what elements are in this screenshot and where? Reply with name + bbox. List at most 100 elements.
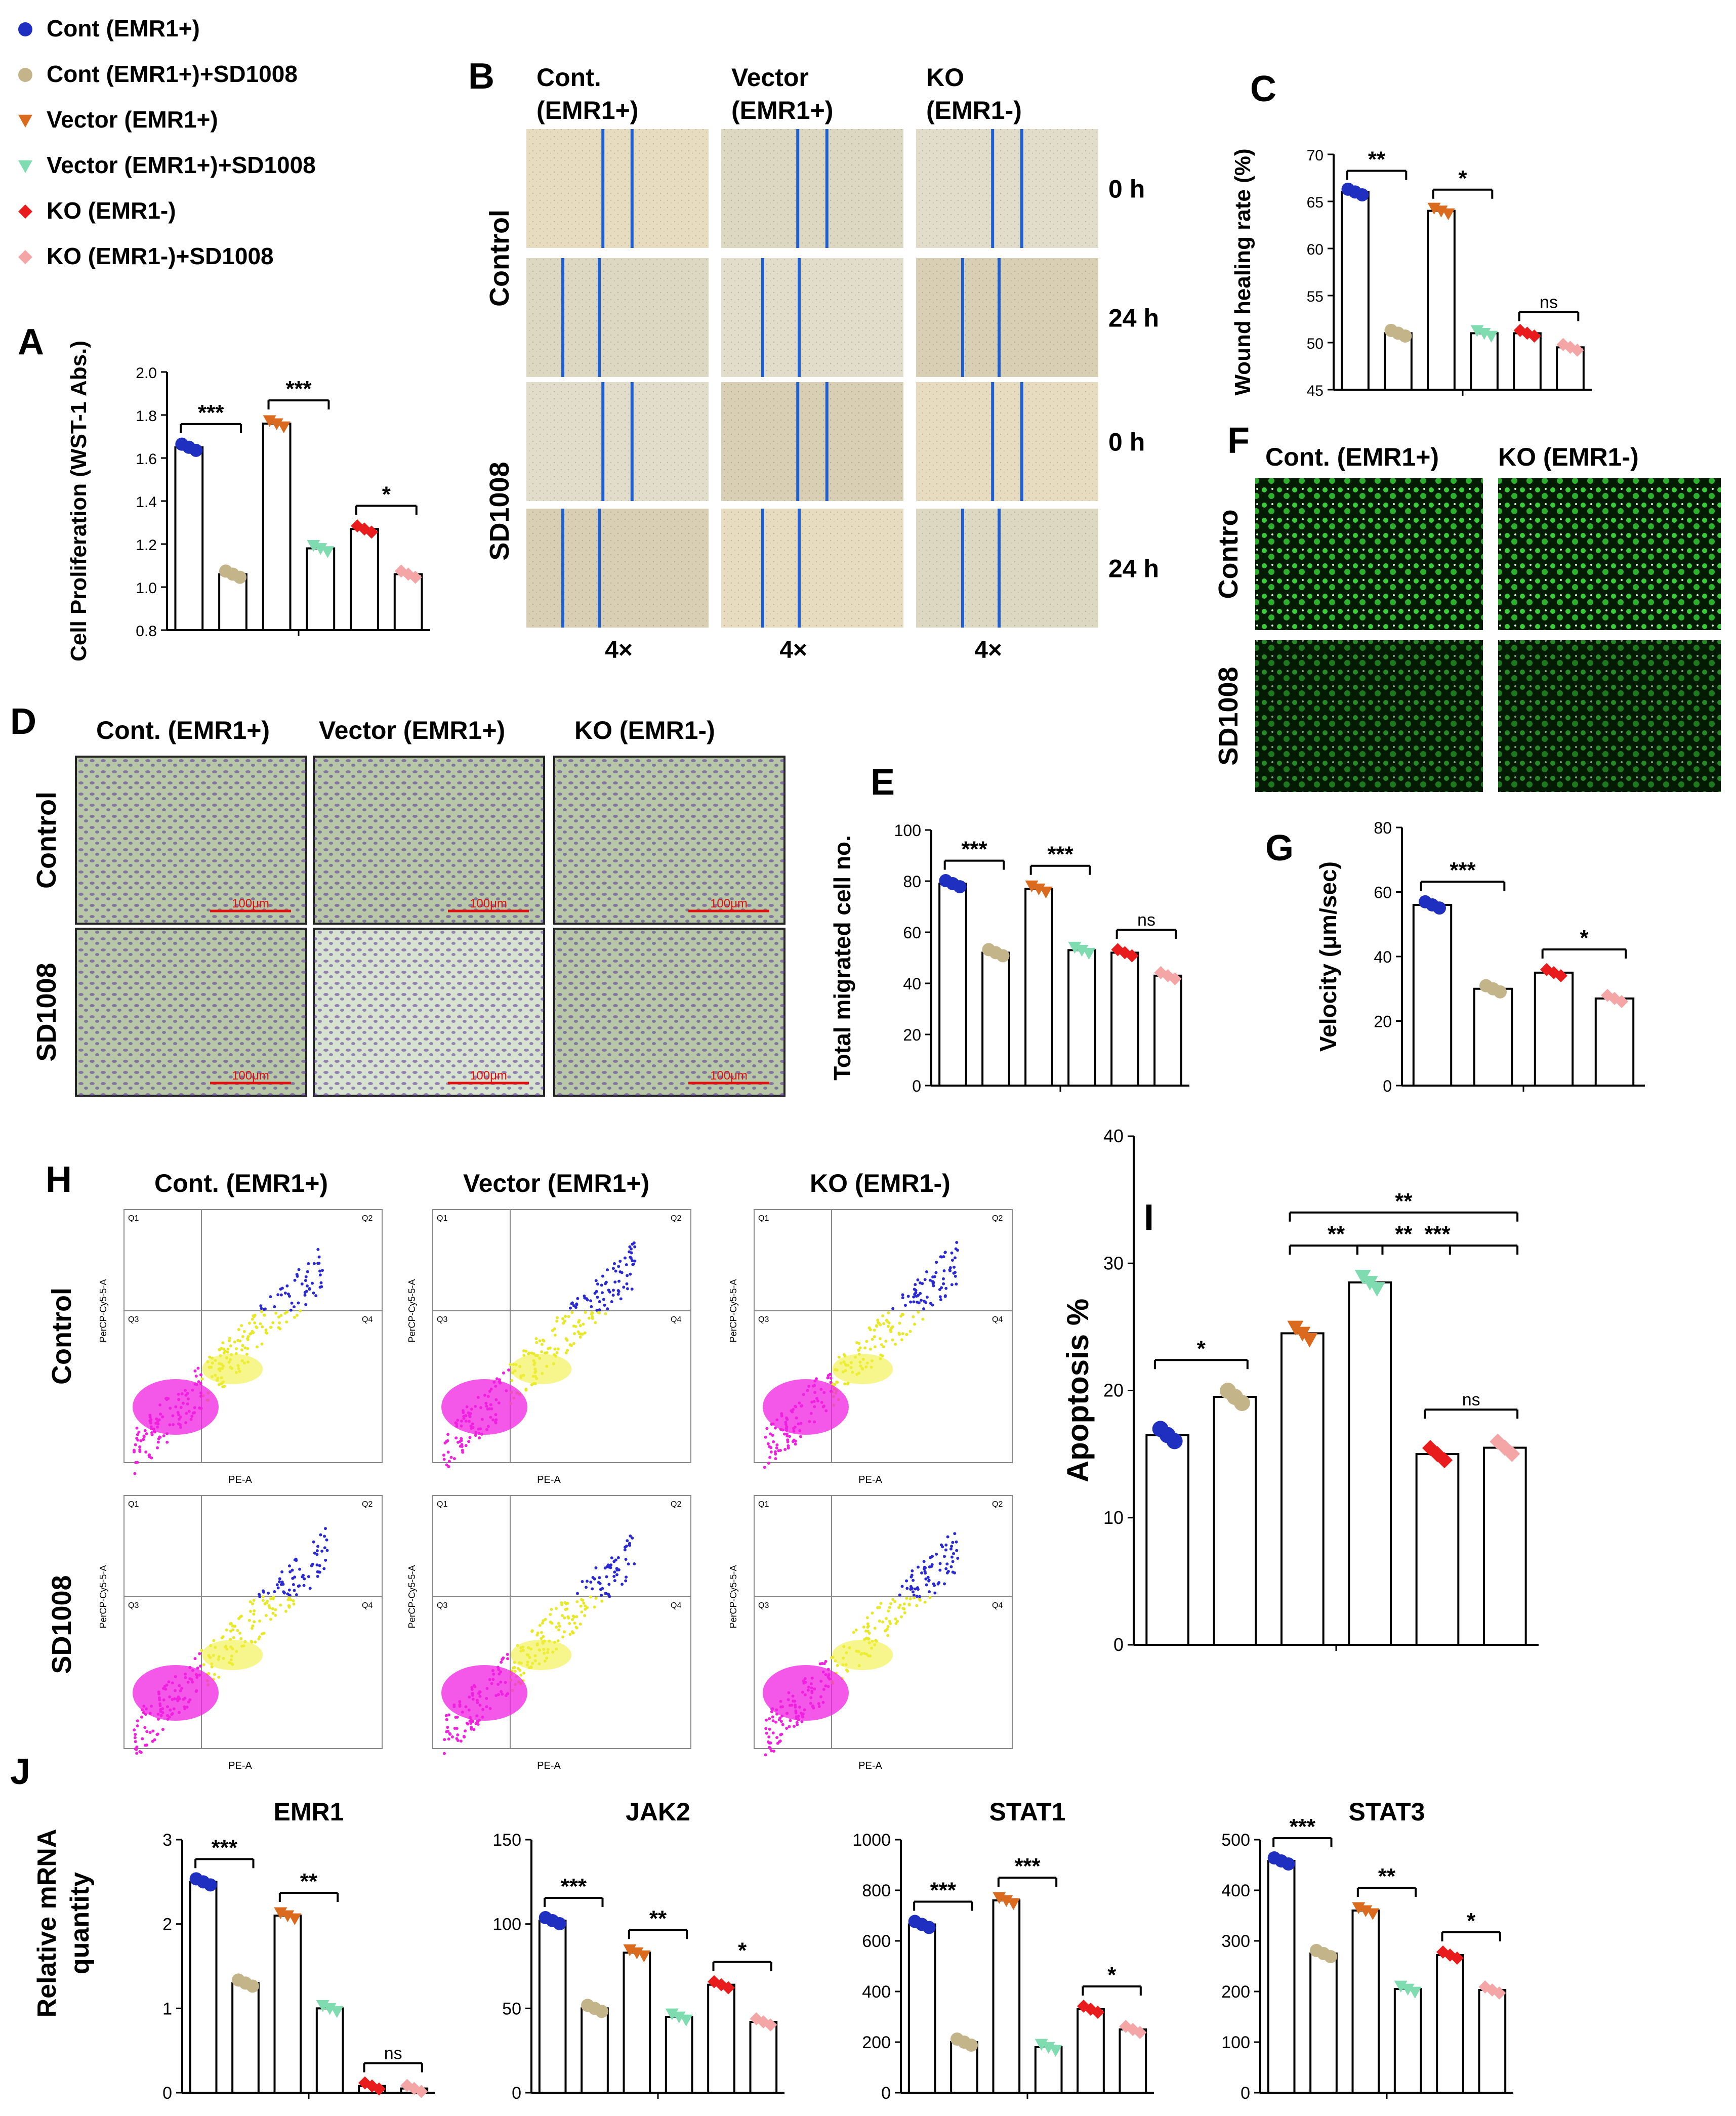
quadrant-label: Q2 — [671, 1214, 681, 1223]
event-dot — [240, 1324, 243, 1327]
event-dot — [247, 1321, 251, 1325]
event-dot — [619, 1297, 623, 1301]
event-dot — [867, 1326, 871, 1330]
event-dot — [468, 1719, 472, 1723]
significance-label: * — [1107, 1963, 1117, 1987]
wound-texture — [526, 382, 709, 501]
y-tick-label: 0 — [1113, 1634, 1124, 1655]
event-dot — [931, 1303, 934, 1307]
bar — [1470, 332, 1499, 391]
event-dot — [607, 1289, 610, 1292]
event-dot — [555, 1626, 558, 1629]
event-dot — [471, 1720, 475, 1723]
event-dot — [302, 1584, 306, 1587]
legend: Cont (EMR1+) Cont (EMR1+)+SD1008 Vector (E… — [18, 15, 316, 269]
event-dot — [944, 1287, 948, 1290]
event-dot — [557, 1622, 560, 1625]
event-dot — [600, 1594, 603, 1597]
bar — [1280, 1332, 1325, 1646]
event-dot — [241, 1335, 244, 1339]
event-dot — [937, 1581, 941, 1584]
live-population — [763, 1665, 849, 1721]
y-axis-label: PerCP-Cy5-5-A — [728, 1279, 738, 1342]
event-dot — [252, 1599, 256, 1602]
y-tick-label: 600 — [862, 1932, 891, 1951]
event-dot — [470, 1727, 473, 1731]
event-dot — [133, 1448, 136, 1452]
event-dot — [948, 1269, 952, 1272]
event-dot — [568, 1343, 572, 1347]
event-dot — [447, 1713, 450, 1717]
event-dot — [591, 1587, 594, 1591]
legend-marker — [18, 160, 32, 173]
event-dot — [459, 1440, 462, 1443]
event-dot — [295, 1593, 298, 1597]
data-point — [953, 880, 967, 894]
event-dot — [151, 1729, 155, 1733]
event-dot — [878, 1337, 882, 1341]
event-dot — [879, 1602, 883, 1605]
data-point — [321, 546, 335, 558]
event-dot — [768, 1456, 772, 1459]
event-dot — [249, 1609, 252, 1613]
quadrant-label: Q3 — [758, 1315, 769, 1324]
event-dot — [946, 1535, 949, 1539]
event-dot — [771, 1731, 775, 1735]
event-dot — [611, 1294, 615, 1297]
event-dot — [932, 1284, 935, 1288]
event-dot — [530, 1629, 534, 1633]
event-dot — [538, 1624, 542, 1627]
chart-title: EMR1 — [274, 1798, 344, 1826]
wound-texture — [916, 509, 1098, 628]
event-dot — [912, 1295, 916, 1299]
event-dot — [153, 1738, 156, 1741]
event-dot — [630, 1251, 633, 1255]
event-dot — [137, 1430, 141, 1434]
event-dot — [786, 1440, 790, 1443]
event-dot — [231, 1628, 235, 1632]
event-dot — [535, 1633, 539, 1637]
event-dot — [278, 1580, 281, 1584]
event-dot — [950, 1251, 954, 1255]
event-dot — [618, 1260, 622, 1263]
event-dot — [818, 1662, 822, 1666]
event-dot — [886, 1625, 890, 1628]
event-dot — [243, 1346, 247, 1350]
event-dot — [594, 1321, 597, 1324]
event-dot — [560, 1601, 563, 1604]
event-dot — [291, 1576, 295, 1580]
event-dot — [949, 1565, 953, 1568]
wound-texture — [721, 258, 903, 377]
wound-texture — [721, 509, 903, 628]
event-dot — [307, 1262, 310, 1265]
event-dot — [921, 1317, 925, 1321]
event-dot — [575, 1600, 579, 1603]
y-tick-label: 45 — [1307, 383, 1324, 399]
live-population — [133, 1665, 219, 1721]
event-dot — [198, 1652, 201, 1655]
event-dot — [217, 1676, 221, 1679]
wound-texture — [916, 382, 1098, 501]
event-dot — [878, 1620, 881, 1623]
panel-letter-D: D — [10, 701, 36, 742]
event-dot — [226, 1347, 230, 1351]
significance-label: *** — [1290, 1814, 1316, 1839]
event-dot — [598, 1300, 601, 1303]
fluorescent-cells — [1498, 640, 1721, 792]
event-dot — [577, 1320, 581, 1324]
event-dot — [235, 1347, 238, 1350]
quadrant-label: Q1 — [128, 1214, 139, 1223]
data-point — [993, 1892, 1006, 1904]
event-dot — [563, 1616, 566, 1620]
event-dot — [252, 1612, 256, 1616]
data-point — [274, 1907, 287, 1919]
event-dot — [613, 1570, 616, 1574]
event-dot — [261, 1595, 265, 1599]
event-dot — [274, 1311, 278, 1315]
j-y-axis-label-line2: quantity — [65, 1872, 95, 1974]
bar — [1436, 1954, 1464, 2094]
y-tick-label: 400 — [1221, 1881, 1250, 1900]
event-dot — [306, 1270, 309, 1273]
significance-label: ns — [1462, 1390, 1480, 1409]
